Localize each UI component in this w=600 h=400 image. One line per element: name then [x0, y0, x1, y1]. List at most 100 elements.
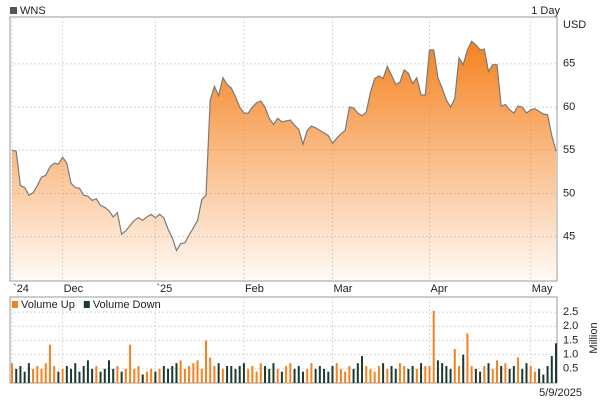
volume-up-bar — [61, 368, 64, 383]
volume-up-bar — [453, 349, 456, 383]
period-label: 1 Day — [531, 5, 560, 17]
x-tick-label: Apr — [430, 283, 447, 295]
volume-up-bar — [398, 363, 401, 383]
legend-label: Volume Up — [21, 299, 75, 311]
legend-swatch — [83, 301, 90, 308]
volume-up-bar — [36, 366, 39, 383]
volume-down-bar — [512, 366, 515, 383]
y-tick-label: 55 — [563, 144, 575, 156]
volume-down-bar — [411, 366, 414, 383]
volume-down-bar — [352, 368, 355, 383]
volume-up-bar — [145, 371, 148, 383]
y-tick-label: 65 — [563, 58, 575, 70]
volume-down-bar — [382, 363, 385, 383]
volume-up-bar — [204, 340, 207, 383]
x-tick-label: May — [532, 283, 553, 295]
volume-up-bar — [306, 368, 309, 383]
volume-down-bar — [57, 371, 60, 383]
volume-down-bar — [479, 371, 482, 383]
volume-down-bar — [272, 363, 275, 383]
volume-up-bar — [116, 366, 119, 383]
volume-down-bar — [525, 363, 528, 383]
volume-up-bar — [517, 357, 520, 383]
volume-down-bar — [390, 366, 393, 383]
volume-down-bar — [407, 368, 410, 383]
volume-down-bar — [78, 371, 81, 383]
volume-down-bar — [74, 363, 77, 383]
volume-down-bar — [65, 366, 68, 383]
volume-up-bar — [533, 371, 536, 383]
volume-up-bar — [403, 366, 406, 383]
price-line — [11, 40, 557, 253]
volume-down-bar — [508, 368, 511, 383]
volume-down-bar — [70, 368, 73, 383]
volume-down-bar — [280, 371, 283, 383]
volume-up-bar — [247, 368, 250, 383]
volume-down-bar — [107, 360, 110, 383]
y-tick-label: 1.5 — [563, 334, 578, 346]
volume-down-bar — [462, 354, 465, 383]
volume-up-bar — [491, 368, 494, 383]
volume-down-bar — [542, 374, 545, 383]
volume-up-bar — [386, 368, 389, 383]
volume-down-bar — [318, 366, 321, 383]
y-tick-label: 60 — [563, 101, 575, 113]
volume-up-bar — [339, 368, 342, 383]
volume-up-bar — [483, 366, 486, 383]
volume-down-bar — [23, 371, 26, 383]
volume-down-bar — [27, 363, 30, 383]
volume-down-bar — [436, 360, 439, 383]
volume-up-bar — [95, 366, 98, 383]
volume-down-bar — [264, 366, 267, 383]
volume-up-bar — [470, 366, 473, 383]
volume-down-bar — [441, 363, 444, 383]
y-tick-label: 2.5 — [563, 306, 578, 318]
volume-up-bar — [48, 344, 51, 383]
volume-down-bar — [297, 366, 300, 383]
y-tick-label: 2.0 — [563, 320, 578, 332]
legend-swatch — [12, 301, 18, 308]
volume-up-bar — [335, 363, 338, 383]
volume-down-bar — [331, 366, 334, 383]
volume-down-bar — [301, 371, 304, 383]
volume-down-bar — [226, 366, 229, 383]
volume-up-bar — [251, 366, 254, 383]
volume-down-bar — [112, 368, 115, 383]
volume-down-bar — [445, 366, 448, 383]
volume-up-bar — [44, 363, 47, 383]
volume-down-bar — [230, 366, 233, 383]
volume-down-bar — [86, 360, 89, 383]
volume-down-bar — [217, 363, 220, 383]
volume-up-bar — [196, 360, 199, 383]
volume-down-bar — [234, 368, 237, 383]
volume-down-bar — [141, 374, 144, 383]
volume-up-bar — [255, 371, 258, 383]
volume-up-bar — [179, 360, 182, 383]
volume-down-bar — [500, 366, 503, 383]
volume-up-bar — [53, 366, 56, 383]
volume-down-bar — [550, 356, 553, 383]
volume-up-bar — [369, 368, 372, 383]
x-tick-label: Dec — [64, 283, 84, 295]
x-tick-label: Mar — [333, 283, 352, 295]
volume-down-bar — [91, 368, 94, 383]
volume-up-bar — [276, 368, 279, 383]
volume-up-bar — [466, 333, 469, 383]
y-tick-label: 0.5 — [563, 363, 578, 375]
volume-down-bar — [314, 368, 317, 383]
volume-up-bar — [377, 366, 380, 383]
volume-down-bar — [19, 366, 22, 383]
volume-up-bar — [289, 363, 292, 383]
volume-down-bar — [555, 343, 557, 383]
y-tick-label: 1.0 — [563, 349, 578, 361]
x-tick-label: `24 — [13, 283, 29, 295]
legend-label: WNS — [20, 5, 46, 17]
volume-down-bar — [474, 368, 477, 383]
volume-down-bar — [420, 363, 423, 383]
volume-down-bar — [154, 371, 157, 383]
volume-up-bar — [200, 368, 203, 383]
volume-down-bar — [162, 366, 165, 383]
volume-up-bar — [158, 368, 161, 383]
volume-up-bar — [373, 371, 376, 383]
